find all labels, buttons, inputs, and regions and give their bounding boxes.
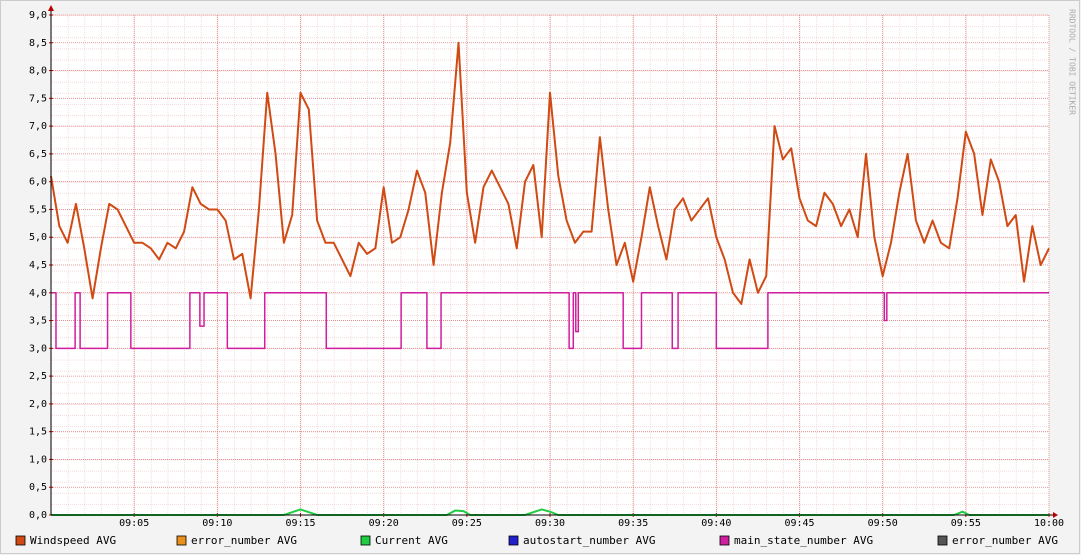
legend-label: autostart_number AVG: [523, 534, 655, 547]
y-tick-label: 7,5: [29, 93, 47, 104]
y-tick-label: 0,5: [29, 482, 47, 493]
y-tick-label: 4,0: [29, 288, 47, 299]
y-tick-label: 6,0: [29, 177, 47, 188]
x-tick-label: 09:10: [202, 518, 232, 529]
x-tick-label: 09:35: [618, 518, 648, 529]
x-tick-label: 09:05: [119, 518, 149, 529]
y-tick-label: 7,0: [29, 121, 47, 132]
y-tick-label: 1,5: [29, 427, 47, 438]
watermark: RRDTOOL / TOBI OETIKER: [1068, 9, 1077, 115]
y-tick-label: 3,5: [29, 316, 47, 327]
x-tick-label: 09:15: [285, 518, 315, 529]
legend-swatch: [719, 535, 730, 546]
x-tick-label: 09:30: [535, 518, 565, 529]
legend-swatch: [176, 535, 187, 546]
legend-label: main_state_number AVG: [734, 534, 873, 547]
x-tick-label: 09:45: [784, 518, 814, 529]
series-line: [51, 292, 1049, 350]
legend-label: error_number AVG: [191, 534, 297, 547]
legend-swatch: [508, 535, 519, 546]
y-tick-label: 8,0: [29, 66, 47, 77]
y-tick-label: 3,0: [29, 343, 47, 354]
y-tick-label: 6,5: [29, 149, 47, 160]
series-line: [50, 41, 1050, 305]
y-tick-label: 5,0: [29, 232, 47, 243]
axis-arrow: [1053, 512, 1058, 518]
legend-swatch: [15, 535, 26, 546]
y-tick-label: 4,5: [29, 260, 47, 271]
x-tick-label: 09:55: [951, 518, 981, 529]
y-tick-label: 9,0: [29, 10, 47, 21]
y-tick-label: 5,5: [29, 204, 47, 215]
legend-label: Windspeed AVG: [30, 534, 116, 547]
y-tick-label: 1,0: [29, 454, 47, 465]
legend-label: Current AVG: [375, 534, 448, 547]
x-tick-label: 09:40: [701, 518, 731, 529]
y-tick-label: 2,5: [29, 371, 47, 382]
x-tick-label: 09:50: [868, 518, 898, 529]
x-tick-label: 09:20: [369, 518, 399, 529]
legend-swatch: [360, 535, 371, 546]
y-tick-label: 2,0: [29, 399, 47, 410]
legend-label: error_number AVG: [952, 534, 1058, 547]
axis-arrow: [48, 5, 54, 11]
x-tick-label: 09:25: [452, 518, 482, 529]
legend-swatch: [937, 535, 948, 546]
x-tick-label: 10:00: [1034, 518, 1064, 529]
y-tick-label: 8,5: [29, 38, 47, 49]
y-tick-label: 0,0: [29, 510, 47, 521]
